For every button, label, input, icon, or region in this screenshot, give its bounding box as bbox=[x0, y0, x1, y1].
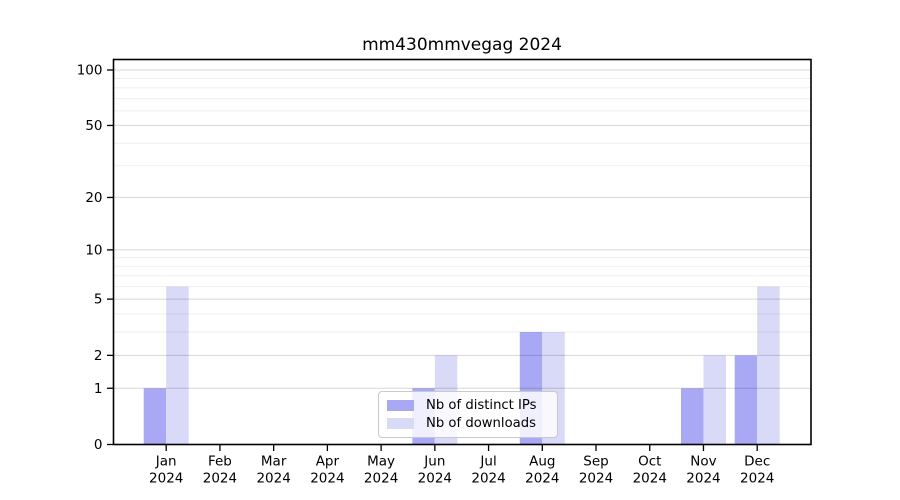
legend-swatch-downloads bbox=[387, 418, 414, 430]
y-axis-tick-label: 1 bbox=[94, 381, 103, 397]
x-axis-tick-label-month: Apr bbox=[316, 454, 340, 470]
y-axis-tick-label: 10 bbox=[85, 243, 102, 259]
x-axis-tick-label-month: Aug bbox=[529, 454, 555, 470]
x-axis-tick-label-month: Feb bbox=[208, 454, 232, 470]
x-axis-tick-label-month: Dec bbox=[744, 454, 770, 470]
x-axis-tick-label-year: 2024 bbox=[686, 471, 720, 487]
gridlines-layer bbox=[113, 69, 811, 389]
y-axis-tick-label: 5 bbox=[94, 292, 103, 308]
chart-title: mm430mmvegag 2024 bbox=[362, 35, 562, 55]
x-axis-tick-label-year: 2024 bbox=[633, 471, 667, 487]
x-axis-tick-label-month: Jan bbox=[155, 454, 177, 470]
legend: Nb of distinct IPs Nb of downloads bbox=[378, 391, 558, 438]
y-axis-tick-label: 20 bbox=[85, 190, 102, 206]
x-axis-tick-label-year: 2024 bbox=[364, 471, 398, 487]
bar-downloads-nov bbox=[703, 355, 726, 445]
legend-item-downloads: Nb of downloads bbox=[387, 416, 549, 431]
y-axis-tick-label: 50 bbox=[85, 118, 102, 134]
legend-label-downloads: Nb of downloads bbox=[426, 416, 536, 432]
x-axis-tick-label-year: 2024 bbox=[579, 471, 613, 487]
tick-labels-layer: 0125102050100Jan2024Feb2024Mar2024Apr202… bbox=[77, 63, 775, 487]
legend-item-distinct-ips: Nb of distinct IPs bbox=[387, 398, 549, 413]
x-axis-tick-label-year: 2024 bbox=[471, 471, 505, 487]
x-axis-tick-label-month: Sep bbox=[583, 454, 608, 470]
x-axis-tick-label-year: 2024 bbox=[203, 471, 237, 487]
x-axis-tick-label-month: Nov bbox=[690, 454, 716, 470]
legend-label-distinct-ips: Nb of distinct IPs bbox=[426, 397, 537, 413]
x-axis-tick-label-year: 2024 bbox=[525, 471, 559, 487]
x-axis-tick-label-year: 2024 bbox=[149, 471, 183, 487]
x-axis-tick-label-month: Jul bbox=[479, 454, 496, 470]
y-axis-tick-label: 0 bbox=[94, 437, 103, 453]
x-axis-tick-label-year: 2024 bbox=[256, 471, 290, 487]
x-axis-tick-label-year: 2024 bbox=[418, 471, 452, 487]
bar-downloads-dec bbox=[757, 286, 780, 445]
y-axis-tick-label: 2 bbox=[94, 348, 103, 364]
bar-distinct-ips-jan bbox=[143, 388, 167, 445]
plot-border bbox=[112, 58, 812, 446]
bar-distinct-ips-dec bbox=[734, 355, 758, 445]
axes-layer bbox=[107, 58, 812, 451]
x-axis-tick-label-year: 2024 bbox=[310, 471, 344, 487]
x-axis-tick-label-month: May bbox=[367, 454, 395, 470]
bar-downloads-jan bbox=[166, 286, 189, 445]
y-axis-tick-label: 100 bbox=[77, 63, 103, 79]
x-axis-tick-label-month: Oct bbox=[638, 454, 661, 470]
x-axis-tick-label-month: Jun bbox=[423, 454, 445, 470]
bar-distinct-ips-nov bbox=[680, 388, 704, 445]
x-axis-tick-label-month: Mar bbox=[261, 454, 287, 470]
legend-swatch-distinct-ips bbox=[387, 399, 414, 411]
x-axis-tick-label-year: 2024 bbox=[740, 471, 774, 487]
